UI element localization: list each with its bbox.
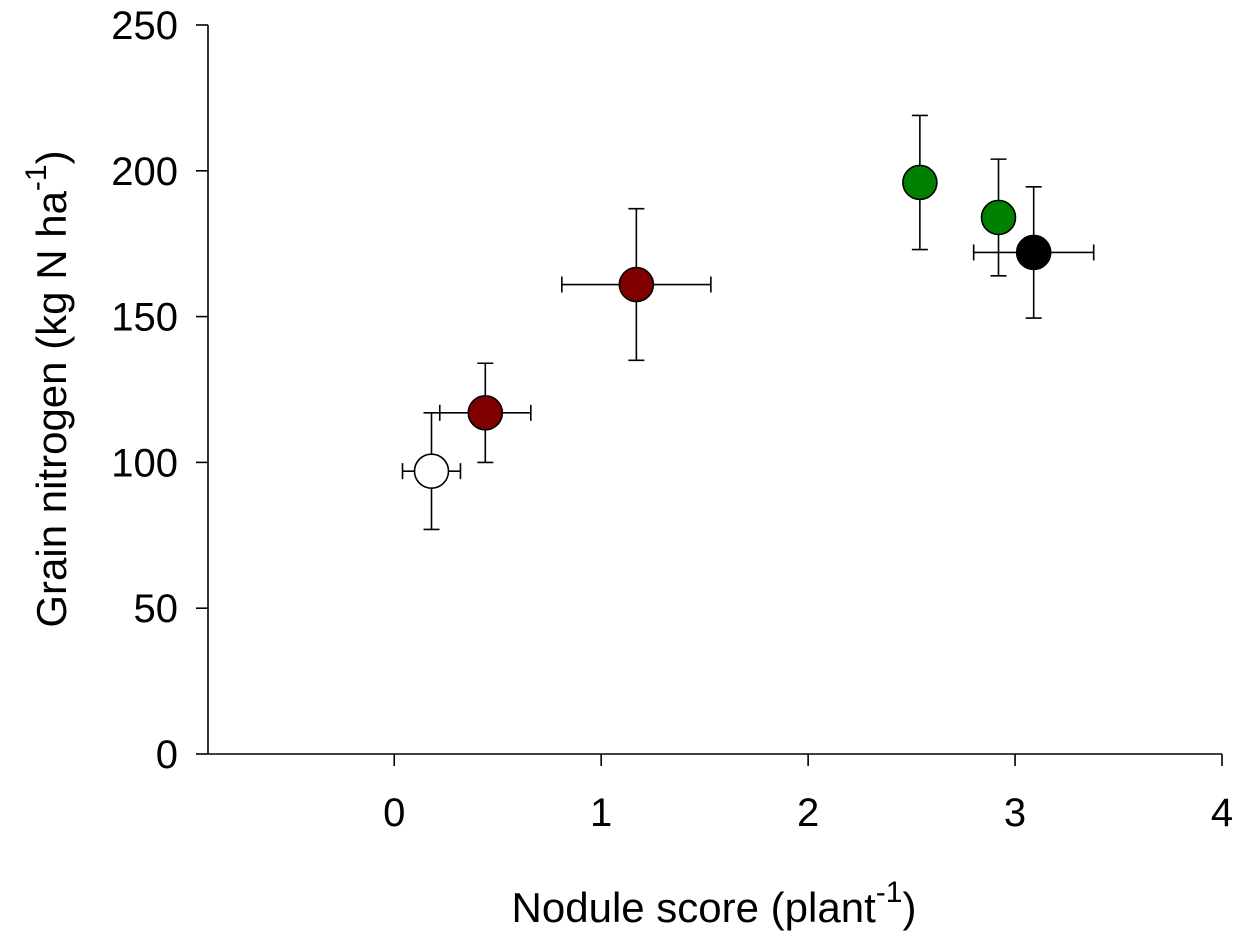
y-tick-label: 200	[111, 150, 178, 194]
y-tick-label: 150	[111, 296, 178, 340]
data-point	[618, 266, 655, 303]
x-tick-label: 2	[797, 791, 819, 835]
y-tick-label: 100	[111, 441, 178, 485]
y-axis-title-close: )	[28, 150, 75, 164]
x-axis-title: Nodule score (plant-1)	[512, 876, 917, 931]
x-tick-label: 0	[383, 791, 405, 835]
axes: 0 1 2 3 4 0 50 100 150 200 250	[111, 4, 1233, 835]
x-tick-label: 4	[1211, 791, 1233, 835]
data-point	[413, 453, 450, 489]
y-tick-label: 0	[156, 733, 178, 777]
x-tick-label: 3	[1004, 791, 1026, 835]
x-tick-label: 1	[590, 791, 612, 835]
data-point	[1015, 234, 1052, 271]
data-point	[467, 395, 504, 431]
data-points	[413, 164, 1052, 489]
data-point	[902, 164, 938, 201]
y-axis-title: Grain nitrogen (kg N ha-1)	[20, 150, 75, 627]
x-axis-title-main: Nodule score (plant	[512, 884, 877, 931]
y-axis-title-superscript: -1	[20, 164, 53, 191]
data-point	[980, 199, 1017, 236]
x-axis-title-superscript: -1	[876, 876, 903, 909]
y-axis-title-main: Grain nitrogen (kg N ha	[28, 190, 75, 627]
error-bars	[401, 114, 1095, 531]
y-tick-label: 50	[134, 587, 179, 631]
x-axis-title-close: )	[902, 884, 916, 931]
y-tick-label: 250	[111, 4, 178, 48]
